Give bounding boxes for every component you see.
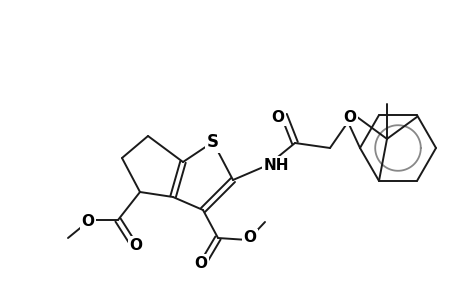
Text: S: S (207, 133, 218, 151)
Text: O: O (343, 110, 356, 124)
Text: NH: NH (263, 158, 288, 172)
Text: O: O (243, 230, 256, 245)
Text: O: O (271, 110, 284, 124)
Text: O: O (129, 238, 142, 253)
Text: O: O (194, 256, 207, 271)
Text: O: O (81, 214, 94, 230)
